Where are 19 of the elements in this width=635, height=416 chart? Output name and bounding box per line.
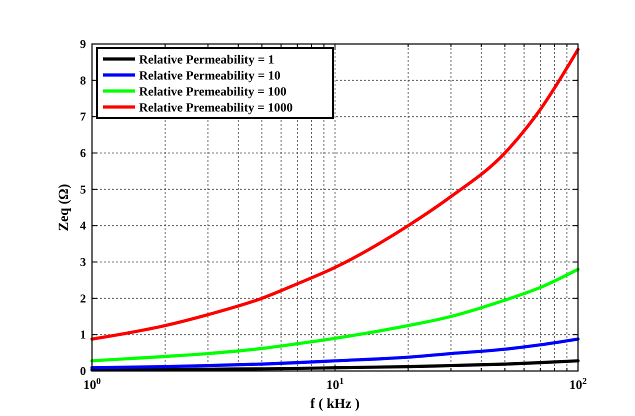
x-tick-label: 10$^{1}$	[326, 376, 344, 392]
y-tick-label: 6	[80, 146, 86, 160]
y-tick-label: 1	[80, 328, 86, 342]
y-tick-label: 4	[80, 218, 86, 233]
y-tick-label: 8	[80, 73, 86, 88]
y-tick-label: 0	[80, 364, 86, 378]
y-tick-label: 2	[80, 291, 86, 306]
x-tick-label: 10$^{0}$	[83, 376, 102, 392]
x-axis-title: f ( kHz )	[310, 397, 360, 412]
y-tick-label: 5	[80, 182, 86, 196]
legend-label: Relative Permeability = 1	[139, 52, 274, 66]
legend-label: Relative Premeability = 100	[139, 84, 286, 98]
legend-label: Relative Permeability = 10	[139, 68, 280, 82]
y-axis-title: Zeq (Ω)	[57, 183, 72, 232]
y-tick-label: 7	[80, 110, 86, 124]
y-tick-label: 9	[80, 37, 86, 51]
y-tick-label: 3	[80, 255, 86, 269]
legend-label: Relative Premeability = 1000	[139, 100, 293, 114]
x-tick-label: 10$^{2}$	[569, 376, 588, 392]
